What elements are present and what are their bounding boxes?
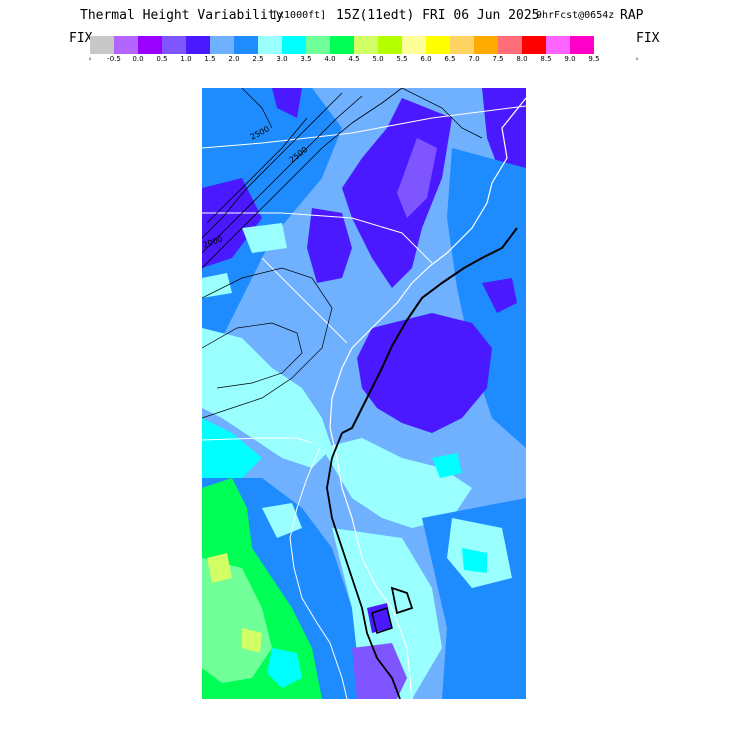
state-boundary: [202, 212, 433, 264]
legend-swatch: [498, 36, 522, 54]
legend-tick-label: 4.0: [324, 55, 336, 63]
legend-arrow-left: ‹: [88, 55, 92, 63]
contour-line: [390, 586, 414, 615]
contour-line: [401, 88, 483, 139]
title-units: [x1000ft]: [272, 10, 327, 21]
legend-tick-label: 3.5: [300, 55, 312, 63]
fix-label-right: FIX: [636, 31, 660, 46]
legend-swatch: [306, 36, 330, 54]
field-region: [202, 88, 342, 348]
legend-tick-labels: ‹ › -0.5 0.0 0.5 1.0 1.5 2.0 2.5 3.0 3.5 4.0 4.5 5.…: [0, 55, 729, 67]
contour-line: [206, 117, 308, 224]
legend-tick-label: 7.5: [492, 55, 504, 63]
field-region: [432, 453, 462, 478]
thermal-height-map: 2500 2500 2000: [202, 88, 526, 699]
legend-tick-label: 1.5: [204, 55, 216, 63]
field-region: [397, 138, 437, 218]
legend-tick-label: 3.0: [276, 55, 288, 63]
legend-swatch: [210, 36, 234, 54]
legend-tick-label: 6.0: [420, 55, 432, 63]
legend-swatch: [138, 36, 162, 54]
contour-line: [202, 92, 343, 239]
legend-swatch: [354, 36, 378, 54]
legend-swatch: [90, 36, 114, 54]
field-region: [267, 648, 302, 688]
title-main: Thermal Height Variability: [80, 8, 284, 23]
legend-tick-label: 7.0: [468, 55, 480, 63]
legend-tick-label: 4.5: [348, 55, 360, 63]
field-region: [207, 553, 232, 583]
field-region: [482, 278, 517, 313]
legend-swatch: [114, 36, 138, 54]
field-region: [307, 208, 352, 283]
legend-swatch: [162, 36, 186, 54]
legend-swatch: [330, 36, 354, 54]
chart-title: Thermal Height Variability [x1000ft] 15Z…: [0, 8, 729, 28]
legend-tick-label: 9.0: [564, 55, 576, 63]
legend-swatch: [234, 36, 258, 54]
state-boundary: [202, 105, 526, 149]
legend-swatch: [522, 36, 546, 54]
contour-line: [326, 432, 401, 699]
legend-tick-label: 0.5: [156, 55, 168, 63]
contour-line: [202, 267, 333, 419]
legend-swatch: [186, 36, 210, 54]
title-forecast: 9hrFcst@0654z: [536, 10, 615, 21]
legend-swatch: [546, 36, 570, 54]
legend-tick-label: 8.0: [516, 55, 528, 63]
contour-line: [202, 88, 403, 269]
color-legend: [90, 36, 642, 54]
legend-swatch: [402, 36, 426, 54]
legend-swatch: [258, 36, 282, 54]
field-region: [272, 88, 302, 118]
field-region: [447, 148, 526, 448]
fix-label-left: FIX: [69, 31, 93, 46]
legend-tick-label: 9.5: [588, 55, 600, 63]
legend-swatch: [426, 36, 450, 54]
field-region: [242, 628, 262, 653]
state-boundary: [261, 257, 348, 344]
legend-swatch: [474, 36, 498, 54]
contour-line: [341, 227, 518, 434]
legend-tick-label: 1.0: [180, 55, 192, 63]
coastline: [289, 447, 348, 699]
field-region: [352, 643, 407, 699]
legend-tick-label: 5.0: [372, 55, 384, 63]
field-region: [202, 328, 332, 468]
state-boundary: [202, 437, 313, 444]
field-region: [462, 548, 487, 573]
title-model: RAP: [620, 8, 644, 23]
legend-swatch: [282, 36, 306, 54]
field-region: [357, 313, 492, 433]
legend-tick-label: 2.5: [252, 55, 264, 63]
legend-tick-label: -0.5: [107, 55, 121, 63]
title-valid-time: 15Z(11edt) FRI 06 Jun 2025: [336, 8, 540, 23]
contour-line: [371, 607, 393, 634]
field-region: [202, 558, 272, 683]
legend-tick-label: 0.0: [132, 55, 144, 63]
legend-tick-label: 5.5: [396, 55, 408, 63]
legend-swatch: [378, 36, 402, 54]
legend-tick-label: 2.0: [228, 55, 240, 63]
field-region: [202, 418, 262, 478]
legend-arrow-right: ›: [635, 55, 639, 63]
legend-swatch: [570, 36, 594, 54]
legend-tick-label: 6.5: [444, 55, 456, 63]
field-region: [242, 223, 287, 253]
contour-line: [202, 322, 303, 389]
contour-line: [202, 95, 363, 254]
contour-line: [241, 88, 273, 129]
field-region: [322, 438, 472, 528]
field-region: [202, 273, 232, 298]
coastline: [329, 97, 526, 699]
legend-swatch: [450, 36, 474, 54]
legend-tick-label: 8.5: [540, 55, 552, 63]
field-region: [367, 603, 392, 633]
